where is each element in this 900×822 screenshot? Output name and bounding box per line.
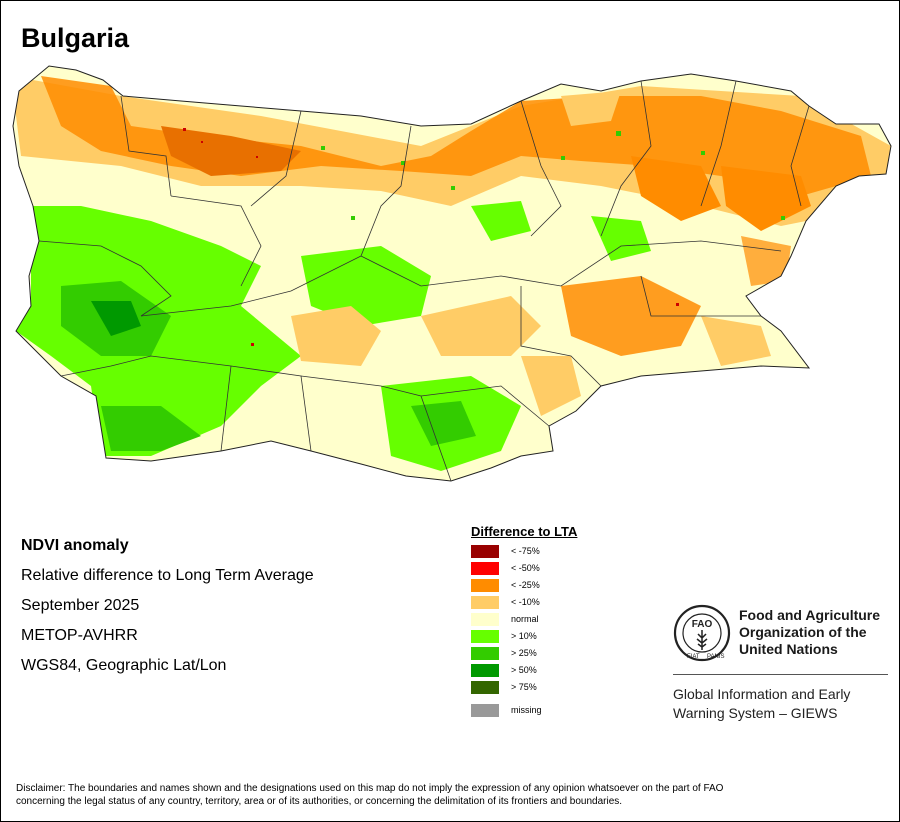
legend-swatch bbox=[471, 681, 499, 694]
legend-label: < -50% bbox=[511, 563, 540, 573]
legend-item: < -50% bbox=[471, 560, 577, 577]
info-sensor: METOP-AVHRR bbox=[21, 627, 138, 644]
legend-label: > 75% bbox=[511, 682, 537, 692]
legend-item: > 75% bbox=[471, 679, 577, 696]
legend-item: > 10% bbox=[471, 628, 577, 645]
legend-item: normal bbox=[471, 611, 577, 628]
legend-item: > 25% bbox=[471, 645, 577, 662]
legend-swatch bbox=[471, 596, 499, 609]
disclaimer-line: concerning the legal status of any count… bbox=[16, 796, 623, 807]
legend-swatch bbox=[471, 704, 499, 717]
fao-logo: FAO FIAT PANIS bbox=[673, 604, 731, 662]
map-title: Bulgaria bbox=[21, 23, 130, 53]
disclaimer: Disclaimer: The boundaries and names sho… bbox=[16, 782, 723, 808]
legend-swatch bbox=[471, 562, 499, 575]
info-description: Relative difference to Long Term Average bbox=[21, 567, 314, 584]
legend-swatch bbox=[471, 545, 499, 558]
info-period: September 2025 bbox=[21, 597, 140, 614]
fao-name-line: United Nations bbox=[739, 641, 838, 657]
giews-line: Warning System – GIEWS bbox=[673, 705, 838, 721]
legend-swatch bbox=[471, 647, 499, 660]
legend-title: Difference to LTA bbox=[471, 524, 578, 539]
legend-swatch bbox=[471, 630, 499, 643]
legend-label: missing bbox=[511, 705, 542, 715]
map-info: NDVI anomaly Relative difference to Long… bbox=[21, 531, 314, 681]
legend-label: > 25% bbox=[511, 648, 537, 658]
legend-label: < -10% bbox=[511, 597, 540, 607]
legend-label: > 10% bbox=[511, 631, 537, 641]
fao-logo-fiat: FIAT bbox=[687, 654, 700, 660]
info-product: NDVI anomaly bbox=[21, 537, 129, 554]
legend-item: < -10% bbox=[471, 594, 577, 611]
legend-swatch bbox=[471, 664, 499, 677]
legend: Difference to LTA < -75% < -50% < -25% < -1… bbox=[471, 524, 577, 719]
legend-item: > 50% bbox=[471, 662, 577, 679]
info-projection: WGS84, Geographic Lat/Lon bbox=[21, 657, 227, 674]
legend-label: < -75% bbox=[511, 546, 540, 556]
legend-items: < -75% < -50% < -25% < -10% normal > 10% > 25%… bbox=[471, 543, 577, 696]
legend-label: > 50% bbox=[511, 665, 537, 675]
disclaimer-line: Disclaimer: The boundaries and names sho… bbox=[16, 783, 724, 794]
legend-swatch bbox=[471, 579, 499, 592]
legend-label: < -25% bbox=[511, 580, 540, 590]
legend-label: normal bbox=[511, 614, 539, 624]
legend-swatch bbox=[471, 613, 499, 626]
giews-line: Global Information and Early bbox=[673, 686, 851, 702]
ndvi-anomaly-map bbox=[12, 65, 892, 482]
legend-item: < -25% bbox=[471, 577, 577, 594]
legend-item: < -75% bbox=[471, 543, 577, 560]
fao-name: Food and Agriculture Organization of the… bbox=[739, 607, 880, 658]
fao-logo-text: FAO bbox=[692, 619, 713, 630]
fao-name-line: Organization of the bbox=[739, 624, 867, 640]
fao-logo-panis: PANIS bbox=[707, 654, 725, 660]
logo-divider bbox=[673, 674, 888, 675]
legend-item-missing: missing bbox=[471, 702, 577, 719]
giews-name: Global Information and Early Warning Sys… bbox=[673, 685, 850, 723]
fao-name-line: Food and Agriculture bbox=[739, 607, 881, 623]
